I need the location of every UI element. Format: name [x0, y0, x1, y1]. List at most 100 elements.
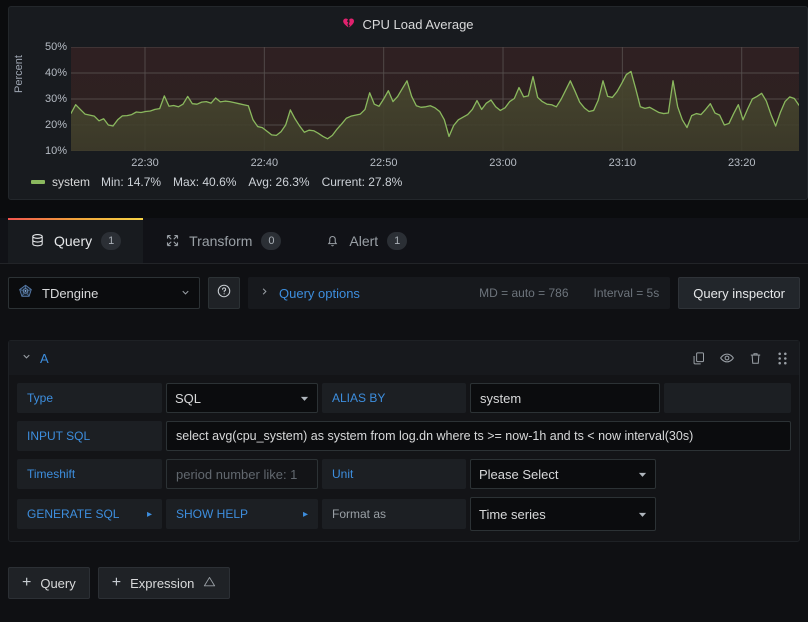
- datasource-picker[interactable]: TDengine: [8, 277, 200, 309]
- legend-color-swatch: [31, 180, 45, 184]
- query-row-a: A: [8, 340, 800, 542]
- chart-area[interactable]: Percent 10% 20% 30% 40% 50% 22:30 22:40 22:50 2…: [9, 37, 807, 169]
- plus-icon: +: [111, 574, 122, 591]
- unit-select[interactable]: Please Select: [470, 459, 656, 489]
- format-as-value: Time series: [479, 506, 546, 522]
- interval-text: Interval = 5s: [593, 286, 660, 300]
- form-row-timeshift: Timeshift period number like: 1 Unit Ple…: [9, 459, 799, 489]
- form-row-input-sql: INPUT SQL select avg(cpu_system) as syst…: [9, 421, 799, 451]
- database-icon: [30, 233, 45, 248]
- add-expression-label: Expression: [130, 575, 195, 591]
- y-axis-tick: 40%: [44, 67, 67, 79]
- bell-icon: [325, 233, 340, 248]
- chart-legend[interactable]: system Min: 14.7% Max: 40.6% Avg: 26.3% …: [9, 175, 807, 189]
- x-axis-ticks: 22:30 22:40 22:50 23:00 23:10 23:20: [71, 157, 799, 173]
- panel-header[interactable]: CPU Load Average: [9, 7, 807, 37]
- chevron-down-icon: [638, 512, 647, 517]
- y-axis-ticks: 10% 20% 30% 40% 50%: [25, 37, 67, 169]
- panel-title-text: CPU Load Average: [362, 16, 474, 32]
- chevron-down-icon: [300, 396, 309, 401]
- tdengine-logo-icon: [17, 283, 34, 303]
- legend-series-name[interactable]: system: [52, 175, 91, 189]
- show-help-button[interactable]: SHOW HELP ▸: [166, 499, 318, 529]
- y-axis-tick: 50%: [44, 41, 67, 53]
- query-options-bar[interactable]: Query options MD = auto = 786 Interval =…: [248, 277, 671, 309]
- form-row-generate-sql: GENERATE SQL ▸ SHOW HELP ▸ Format as Tim…: [9, 497, 799, 531]
- chart-panel[interactable]: CPU Load Average Percent 10% 20% 30% 40% 50%…: [8, 6, 808, 200]
- input-sql-field[interactable]: select avg(cpu_system) as system from lo…: [166, 421, 791, 451]
- eye-icon[interactable]: [719, 350, 735, 366]
- add-query-label: Query: [40, 575, 76, 591]
- x-axis-tick: 23:10: [608, 157, 637, 169]
- x-axis-tick: 22:50: [369, 157, 398, 169]
- type-select-value: SQL: [175, 390, 202, 406]
- tab-alert-count: 1: [387, 231, 408, 250]
- legend-stat-current: Current: 27.8%: [321, 175, 403, 189]
- caret-right-icon: ▸: [146, 508, 152, 520]
- copy-icon[interactable]: [691, 351, 706, 366]
- line-chart-svg: [71, 47, 799, 151]
- y-axis-tick: 10%: [44, 145, 67, 157]
- legend-stat-min: Min: 14.7%: [101, 175, 162, 189]
- timeshift-input[interactable]: period number like: 1: [166, 459, 318, 489]
- type-label: Type: [17, 383, 162, 413]
- query-options-label[interactable]: Query options: [279, 285, 360, 301]
- chevron-down-icon: [180, 286, 191, 301]
- x-axis-tick: 22:30: [131, 157, 159, 169]
- format-as-label: Format as: [322, 499, 466, 529]
- timeshift-label: Timeshift: [17, 459, 162, 489]
- y-axis-tick: 30%: [44, 93, 67, 105]
- tab-alert-label: Alert: [349, 232, 379, 249]
- transform-icon: [165, 233, 180, 248]
- input-sql-label: INPUT SQL: [17, 421, 162, 451]
- tab-query[interactable]: Query 1: [8, 218, 144, 263]
- max-data-points-text: MD = auto = 786: [479, 286, 569, 300]
- generate-sql-button[interactable]: GENERATE SQL ▸: [17, 499, 162, 529]
- show-help-label: SHOW HELP: [176, 507, 249, 521]
- caret-right-icon: ▸: [302, 508, 308, 520]
- unit-select-value: Please Select: [479, 466, 559, 482]
- datasource-help-button[interactable]: [208, 277, 240, 309]
- x-axis-tick: 23:20: [727, 157, 756, 169]
- tab-transform[interactable]: Transform 0: [143, 218, 303, 263]
- query-inspector-button[interactable]: Query inspector: [678, 277, 800, 309]
- x-axis-tick: 22:40: [250, 157, 279, 169]
- tab-query-count: 1: [101, 231, 122, 250]
- query-row-header[interactable]: A: [9, 341, 799, 375]
- query-ref-id[interactable]: A: [40, 350, 49, 366]
- tab-transform-label: Transform: [189, 232, 253, 249]
- add-query-button[interactable]: + Query: [8, 567, 90, 599]
- query-editor: TDengine Query option: [0, 264, 808, 622]
- x-axis-tick: 23:00: [489, 157, 517, 169]
- alias-by-label: ALIAS BY: [322, 383, 466, 413]
- type-select[interactable]: SQL: [166, 383, 318, 413]
- add-buttons-row: + Query + Expression: [8, 567, 231, 599]
- tab-alert[interactable]: Alert 1: [303, 218, 429, 263]
- format-as-select[interactable]: Time series: [470, 497, 656, 531]
- broken-heart-icon: [342, 16, 355, 32]
- warning-triangle-icon: [203, 575, 216, 591]
- generate-sql-label: GENERATE SQL: [27, 507, 120, 521]
- tab-query-label: Query: [54, 232, 93, 249]
- legend-stat-max: Max: 40.6%: [173, 175, 237, 189]
- chevron-right-icon: [259, 284, 270, 302]
- datasource-row: TDengine Query option: [8, 276, 800, 310]
- chevron-down-icon: [638, 472, 647, 477]
- trash-icon[interactable]: [748, 351, 763, 366]
- add-expression-button[interactable]: + Expression: [97, 567, 231, 599]
- tab-transform-count: 0: [261, 231, 282, 250]
- datasource-name: TDengine: [42, 285, 99, 301]
- question-circle-icon: [216, 283, 232, 304]
- plot-region[interactable]: [71, 47, 799, 151]
- unit-label: Unit: [322, 459, 466, 489]
- drag-handle-icon[interactable]: [776, 351, 789, 366]
- legend-stat-avg: Avg: 26.3%: [248, 175, 310, 189]
- alias-by-input[interactable]: system: [470, 383, 660, 413]
- form-row-filler: [664, 383, 791, 413]
- y-axis-tick: 20%: [44, 119, 67, 131]
- form-row-type: Type SQL ALIAS BY system: [9, 383, 799, 413]
- chevron-down-icon[interactable]: [21, 349, 32, 367]
- plus-icon: +: [22, 574, 32, 591]
- y-axis-title: Percent: [13, 55, 25, 93]
- editor-tab-bar: Query 1 Transform 0 Alert 1: [0, 218, 808, 264]
